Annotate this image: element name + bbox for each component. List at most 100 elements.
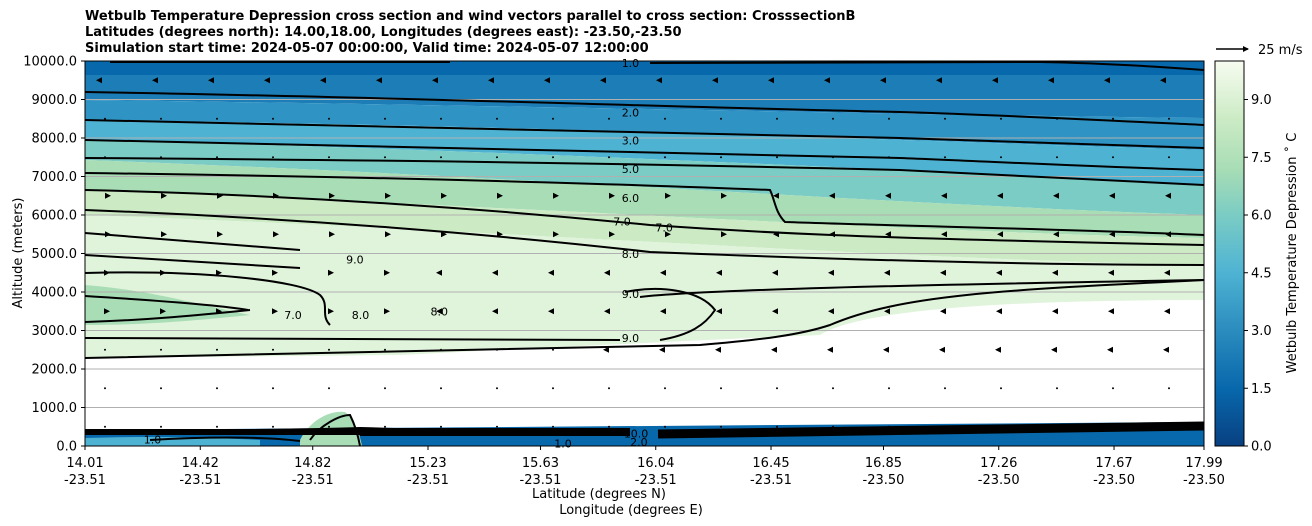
wind-vector (496, 117, 498, 120)
contour-label: 6.0 (622, 192, 640, 205)
wind-vector (773, 231, 779, 238)
colorbar-tick-label: 9.0 (1251, 93, 1272, 108)
wind-vector (720, 387, 722, 390)
wind-vector (217, 192, 223, 199)
y-tick-label: 9000.0 (32, 93, 78, 108)
colorbar-tick-label: 3.0 (1251, 324, 1272, 339)
wind-vector (1048, 77, 1054, 84)
wind-vector (384, 425, 386, 428)
wind-vector (1160, 77, 1166, 84)
wind-vector (553, 231, 559, 238)
wind-vector (883, 346, 889, 353)
wind-vector (721, 192, 727, 199)
contour-label: 1.0 (144, 433, 162, 446)
wind-vector (264, 77, 270, 84)
wind-vector (1112, 425, 1114, 428)
wind-vector (996, 308, 1002, 315)
wind-vector (1112, 156, 1114, 159)
wind-vector (664, 156, 666, 159)
wind-vector (665, 231, 671, 238)
wind-vector (272, 117, 274, 120)
wind-vector (553, 192, 559, 199)
wind-vector (385, 231, 391, 238)
wind-vector (552, 156, 554, 159)
contour-label: 7.0 (655, 221, 673, 234)
wind-vector (496, 156, 498, 159)
wind-vector (944, 156, 946, 159)
wind-vector (827, 346, 833, 353)
wind-vector (1056, 117, 1058, 120)
wind-vector (1168, 117, 1170, 120)
colorbar-label: Wetbulb Temperature Depression ˚ C (1284, 133, 1300, 374)
wind-vector (832, 387, 834, 390)
wind-vector (665, 192, 671, 199)
wind-vector (384, 348, 386, 351)
y-tick-label: 8000.0 (32, 132, 78, 147)
wind-vector (720, 425, 722, 428)
x-tick-label-lon: -23.51 (635, 473, 677, 488)
wind-vector (104, 269, 110, 276)
wind-vector (1112, 117, 1114, 120)
wind-vector (440, 156, 442, 159)
wind-vector (104, 387, 106, 390)
wind-vector (216, 308, 222, 315)
contour-label: 9.0 (346, 254, 364, 267)
wind-vector (1168, 425, 1170, 428)
wind-vector (832, 425, 834, 428)
x-tick-label-lat: 16.85 (865, 456, 902, 471)
wind-vector (384, 308, 390, 315)
contour-label: 8.0 (622, 248, 640, 261)
wind-vector (544, 77, 550, 84)
wind-vector (492, 308, 498, 315)
wind-vector (656, 77, 662, 84)
contour-label: 9.0 (622, 288, 640, 301)
y-tick-label: 7000.0 (32, 170, 78, 185)
wind-vector (208, 77, 214, 84)
wind-vector (992, 77, 998, 84)
wind-vector (888, 156, 890, 159)
wind-vector (152, 77, 158, 84)
wind-vector (664, 387, 666, 390)
wind-vector (829, 192, 835, 199)
wind-vector (609, 192, 615, 199)
wind-vector (1164, 308, 1170, 315)
wind-vector (160, 308, 166, 315)
wind-vector (104, 117, 106, 120)
wind-vector (384, 117, 386, 120)
wind-vector (776, 117, 778, 120)
wind-vector (828, 308, 834, 315)
wind-vector (105, 192, 111, 199)
wind-vector (1052, 269, 1058, 276)
wind-vector (436, 308, 442, 315)
wind-vector (1052, 308, 1058, 315)
contour-label: 10.0 (624, 427, 649, 440)
wind-vector (384, 387, 386, 390)
wind-vector (664, 117, 666, 120)
wind-vector (492, 269, 498, 276)
wind-vector (721, 231, 727, 238)
y-axis-label: Altitude (meters) (11, 198, 26, 309)
wind-vector (104, 308, 110, 315)
wind-vector (1000, 425, 1002, 428)
wind-vector (432, 77, 438, 84)
wind-vector (885, 192, 891, 199)
contour-label: 8.0 (431, 305, 449, 318)
colorbar-tick-label: 1.5 (1251, 382, 1272, 397)
x-tick-label-lat: 14.01 (66, 456, 103, 471)
wind-vector (328, 348, 330, 351)
y-axis: 0.0 1000.0 2000.0 3000.0 4000.0 5000.0 6000.0 7… (23, 55, 85, 455)
wind-vector (436, 269, 442, 276)
wind-vector (160, 269, 166, 276)
wind-vector (1107, 346, 1113, 353)
contour-label: 8.0 (352, 309, 370, 322)
x-tick-label-lon: -23.51 (407, 473, 449, 488)
wind-vector (1056, 387, 1058, 390)
x-tick-label-lat: 16.04 (637, 456, 674, 471)
y-tick-label: 5000.0 (32, 247, 78, 262)
wind-vector (940, 269, 946, 276)
wind-vector (832, 156, 834, 159)
wind-vector (608, 387, 610, 390)
wind-vector (772, 308, 778, 315)
wind-vector (273, 231, 279, 238)
x-tick-label-lon: -23.51 (179, 473, 221, 488)
